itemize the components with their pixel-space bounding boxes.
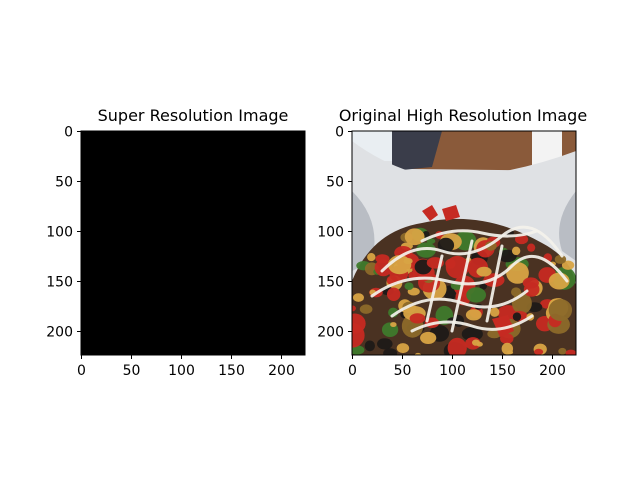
y-tick-label: 50: [326, 175, 344, 191]
x-tick-label: 150: [489, 363, 516, 379]
original-high-resolution-image: [352, 131, 576, 355]
axes-frame: [80, 130, 306, 356]
y-tick-label: 150: [46, 275, 73, 291]
axes-frame: [351, 130, 577, 356]
y-tick-label: 0: [64, 125, 73, 141]
subplot-title: Original High Resolution Image: [339, 106, 587, 125]
x-tick-label: 50: [394, 363, 412, 379]
y-tick-label: 200: [317, 325, 344, 341]
y-tick-label: 0: [335, 125, 344, 141]
x-tick-label: 200: [268, 363, 295, 379]
y-tick-label: 100: [46, 225, 73, 241]
x-tick-label: 0: [77, 363, 86, 379]
y-axis: 0 50 100 150 200: [46, 125, 81, 341]
subplot-title: Super Resolution Image: [98, 106, 289, 125]
x-tick-label: 0: [348, 363, 357, 379]
x-tick-label: 200: [539, 363, 566, 379]
y-tick-label: 100: [317, 225, 344, 241]
x-axis: 0 50 100 150 200: [77, 355, 295, 379]
y-tick-label: 150: [317, 275, 344, 291]
x-tick-label: 150: [218, 363, 245, 379]
subplot-original: Original High Resolution Image 0 50 100 150…: [317, 106, 587, 379]
subplot-super-resolution: Super Resolution Image 0 50 100 150 200 0 50 1…: [46, 106, 306, 379]
y-tick-label: 50: [55, 175, 73, 191]
super-resolution-image: [81, 131, 305, 355]
y-axis: 0 50 100 150 200: [317, 125, 352, 341]
x-tick-label: 100: [168, 363, 195, 379]
x-tick-label: 50: [123, 363, 141, 379]
x-tick-label: 100: [439, 363, 466, 379]
y-tick-label: 200: [46, 325, 73, 341]
x-axis: 0 50 100 150 200: [348, 355, 566, 379]
